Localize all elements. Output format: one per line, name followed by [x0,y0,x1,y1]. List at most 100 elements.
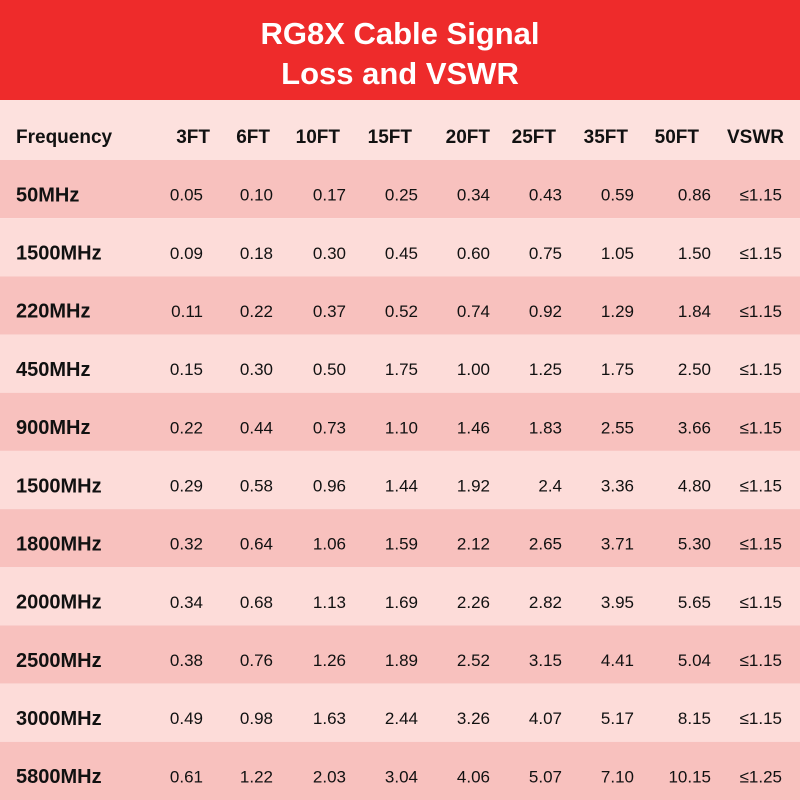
column-header: 25FT [512,127,557,148]
cell-value: 1.25 [529,360,562,379]
cell-value: 2.26 [457,593,490,612]
cell-value: 1.75 [385,360,418,379]
cell-value: 1.84 [678,302,711,321]
cell-value: 0.29 [170,476,203,495]
cell-value: 1.89 [385,651,418,670]
cell-value: 1.29 [601,302,634,321]
row-band [0,276,800,335]
cell-value: 5.07 [529,767,562,786]
cell-value: 0.22 [240,302,273,321]
cell-value: 2.12 [457,535,490,554]
frequency-label: 900MHz [16,417,90,439]
cell-value: 0.50 [313,360,346,379]
cell-value: 0.58 [240,476,273,495]
cell-value: 1.63 [313,709,346,728]
column-header: 15FT [368,127,413,148]
cell-value: 2.82 [529,593,562,612]
column-header: VSWR [727,127,784,148]
cell-value: 0.75 [529,244,562,263]
cell-value: ≤1.15 [740,244,782,263]
title-band [0,0,800,100]
frequency-label: 1500MHz [16,243,102,265]
row-band [0,683,800,742]
column-header: 35FT [584,127,629,148]
title-line: Loss and VSWR [281,56,519,91]
cell-value: 3.04 [385,767,418,786]
cell-value: 3.15 [529,651,562,670]
cell-value: 0.34 [170,593,203,612]
cell-value: ≤1.15 [740,651,782,670]
cell-value: 0.61 [170,767,203,786]
cell-value: ≤1.15 [740,186,782,205]
frequency-label: 50MHz [16,184,79,206]
cell-value: 0.76 [240,651,273,670]
cell-value: 0.15 [170,360,203,379]
frequency-label: 220MHz [16,301,90,323]
row-band [0,218,800,277]
cell-value: 8.15 [678,709,711,728]
cell-value: 4.41 [601,651,634,670]
cell-value: 1.46 [457,418,490,437]
cell-value: 7.10 [601,767,634,786]
cell-value: ≤1.15 [740,593,782,612]
column-header: 50FT [655,127,700,148]
cell-value: 0.10 [240,186,273,205]
cell-value: 0.30 [240,360,273,379]
cell-value: 1.05 [601,244,634,263]
cell-value: 0.68 [240,593,273,612]
frequency-label: 2500MHz [16,650,102,672]
header-band [0,100,800,160]
cell-value: 5.17 [601,709,634,728]
cell-value: 4.06 [457,767,490,786]
row-band [0,567,800,626]
row-band [0,334,800,393]
cell-value: 5.04 [678,651,711,670]
cell-value: 0.86 [678,186,711,205]
cell-value: 3.36 [601,476,634,495]
cell-value: 0.37 [313,302,346,321]
cell-value: 0.74 [457,302,490,321]
cell-value: ≤1.15 [740,535,782,554]
cell-value: 4.80 [678,476,711,495]
cell-value: 0.64 [240,535,273,554]
cell-value: 0.22 [170,418,203,437]
cell-value: 3.95 [601,593,634,612]
cell-value: 2.52 [457,651,490,670]
cell-value: ≤1.15 [740,360,782,379]
cell-value: 10.15 [668,767,711,786]
cell-value: 4.07 [529,709,562,728]
cell-value: ≤1.15 [740,302,782,321]
cell-value: 0.52 [385,302,418,321]
cell-value: 1.92 [457,476,490,495]
cell-value: ≤1.15 [740,476,782,495]
cell-value: 3.71 [601,535,634,554]
cell-value: 1.00 [457,360,490,379]
frequency-label: 3000MHz [16,708,102,730]
frequency-label: 5800MHz [16,766,102,788]
frequency-label: 2000MHz [16,592,102,614]
cell-value: 0.44 [240,418,273,437]
cell-value: 1.06 [313,535,346,554]
cell-value: 1.59 [385,535,418,554]
cell-value: 1.75 [601,360,634,379]
cell-value: 0.09 [170,244,203,263]
row-band [0,625,800,684]
title-line: RG8X Cable Signal [260,16,539,51]
cell-value: 1.26 [313,651,346,670]
column-header: Frequency [16,127,113,148]
row-band [0,392,800,451]
frequency-label: 450MHz [16,359,90,381]
cell-value: 0.59 [601,186,634,205]
cell-value: 0.32 [170,535,203,554]
cell-value: 0.05 [170,186,203,205]
column-header: 6FT [236,127,270,148]
cell-value: 1.10 [385,418,418,437]
cell-value: 0.45 [385,244,418,263]
cell-value: 0.60 [457,244,490,263]
row-band [0,450,800,510]
cell-value: 0.25 [385,186,418,205]
cell-value: 0.49 [170,709,203,728]
cell-value: 2.65 [529,535,562,554]
column-header: 20FT [446,127,491,148]
